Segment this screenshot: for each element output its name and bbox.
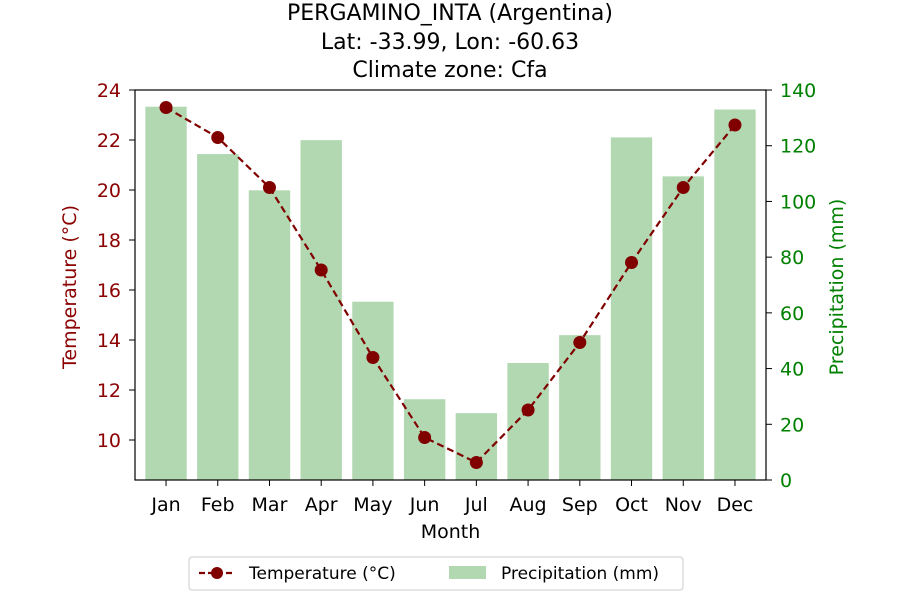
y-right-tick-label-120: 120	[780, 136, 816, 158]
temperature-point-dec	[728, 118, 742, 132]
y-right-tick-label-40: 40	[780, 359, 804, 381]
y-right-tick-label-80: 80	[780, 247, 804, 269]
y-right-tick-label-140: 140	[780, 80, 816, 102]
precipitation-bar-sep	[559, 335, 601, 480]
x-tick-label-apr: Apr	[305, 494, 338, 516]
y-right-axis-label: Precipitation (mm)	[826, 199, 848, 376]
x-tick-label-jun: Jun	[409, 494, 440, 516]
precipitation-bar-may	[352, 301, 394, 480]
x-tick-label-sep: Sep	[562, 494, 598, 516]
x-tick-label-jul: Jul	[464, 494, 488, 516]
x-tick-label-aug: Aug	[510, 494, 547, 516]
y-right-tick-label-20: 20	[780, 414, 804, 436]
precipitation-bar-mar	[248, 190, 291, 481]
y-left-tick-label-24: 24	[97, 80, 121, 102]
x-tick-label-nov: Nov	[665, 494, 702, 516]
legend-precipitation-swatch-icon	[449, 566, 486, 579]
temperature-point-mar	[262, 181, 276, 194]
temperature-point-jun	[418, 431, 432, 444]
y-right-tick-label-100: 100	[780, 191, 816, 213]
x-tick-label-oct: Oct	[615, 494, 648, 516]
temperature-point-feb	[211, 131, 225, 144]
x-tick-label-mar: Mar	[252, 494, 288, 516]
temperature-point-apr	[314, 263, 328, 277]
temperature-point-may	[366, 351, 380, 364]
precipitation-bar-jul	[455, 413, 498, 480]
y-left-tick-label-12: 12	[97, 380, 121, 402]
y-left-tick-label-14: 14	[97, 330, 121, 352]
title-line-3: Climate zone: Cfa	[352, 58, 547, 83]
legend: Temperature (°C) Precipitation (mm)	[188, 556, 684, 591]
precipitation-bar-aug	[507, 363, 549, 480]
title-line-2: Lat: -33.99, Lon: -60.63	[321, 30, 579, 55]
x-tick-label-may: May	[353, 494, 392, 516]
y-right-tick-label-60: 60	[780, 303, 804, 325]
legend-temperature-marker-icon	[211, 567, 223, 579]
temperature-point-oct	[625, 256, 639, 269]
precipitation-bar-feb	[197, 154, 239, 481]
axes: Jan Feb Mar Apr May Jun Jul Aug Sep Oct Nov Dec Mont…	[59, 80, 848, 543]
y-left-tick-label-22: 22	[97, 130, 121, 152]
legend-box	[188, 556, 684, 591]
precipitation-bar-oct	[610, 137, 653, 480]
temperature-point-aug	[521, 403, 535, 417]
temperature-point-jul	[469, 456, 483, 469]
x-tick-label-jan: Jan	[150, 494, 180, 516]
y-left-tick-label-10: 10	[97, 430, 121, 452]
temperature-point-jan	[159, 101, 173, 114]
x-tick-label-feb: Feb	[201, 494, 235, 516]
precipitation-bar-apr	[300, 140, 342, 480]
y-left-axis-label: Temperature (°C)	[59, 205, 81, 370]
y-left-tick-label-20: 20	[97, 180, 121, 202]
temperature-line	[159, 101, 742, 469]
plot-frame	[134, 89, 767, 481]
title-line-1: PERGAMINO_INTA (Argentina)	[287, 1, 613, 26]
y-left-tick-label-16: 16	[97, 280, 121, 302]
precipitation-bar-dec	[714, 109, 756, 480]
chart-title: PERGAMINO_INTA (Argentina) Lat: -33.99, …	[287, 1, 613, 83]
legend-temperature-label: Temperature (°C)	[248, 564, 396, 584]
y-left-tick-label-18: 18	[97, 230, 121, 252]
precipitation-bar-nov	[662, 176, 704, 480]
x-axis-label: Month	[421, 521, 481, 543]
legend-precipitation-label: Precipitation (mm)	[501, 564, 659, 584]
precipitation-bar-jan	[145, 106, 187, 480]
temperature-point-sep	[573, 336, 587, 349]
temperature-point-nov	[676, 181, 690, 194]
x-tick-label-dec: Dec	[717, 494, 754, 516]
y-right-tick-label-0: 0	[780, 470, 792, 492]
precipitation-bars	[145, 106, 756, 481]
temperature-series-line	[165, 106, 736, 464]
